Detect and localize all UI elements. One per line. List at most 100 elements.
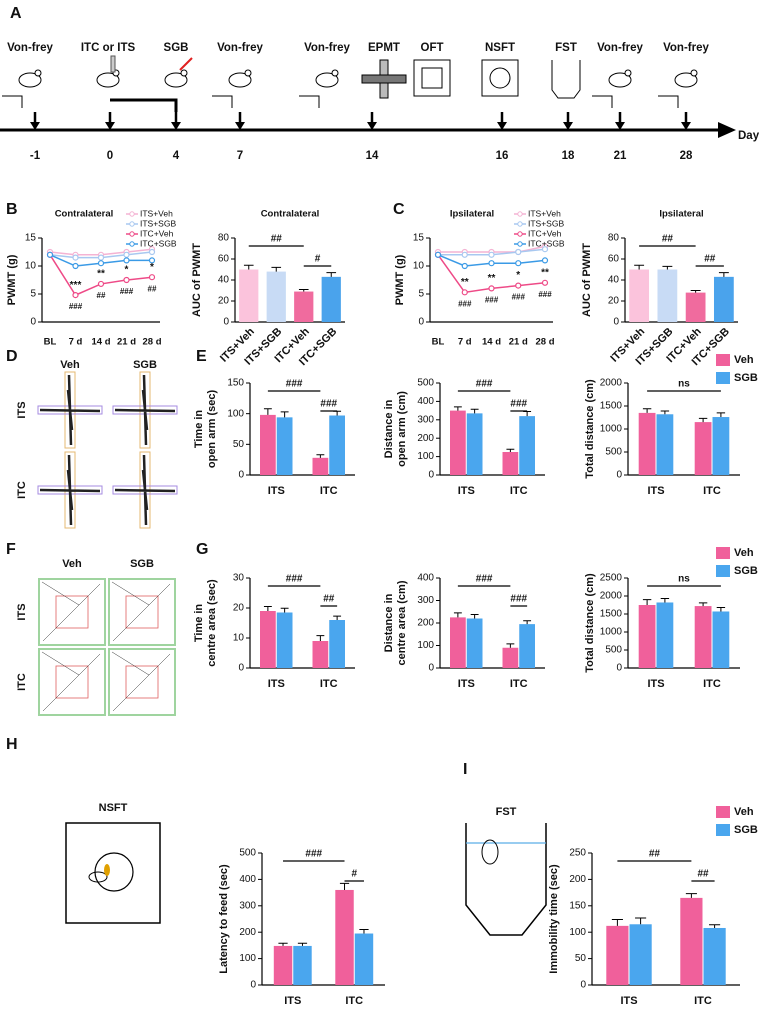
- y-tick-label: 0: [428, 470, 434, 481]
- significance-label: ##: [271, 234, 283, 245]
- x-tick-label: 28 d: [142, 337, 161, 348]
- legend-label: ITS+SGB: [528, 218, 564, 228]
- panel-label: H: [6, 736, 18, 753]
- event-label: Von-frey: [663, 42, 709, 54]
- bar: [694, 422, 712, 475]
- oft-centre: [55, 665, 89, 699]
- point: [434, 251, 442, 258]
- x-tick-label: ITS: [268, 678, 285, 690]
- chart-title: Contralateral: [55, 209, 114, 220]
- needle-icon: [179, 57, 193, 71]
- y-axis-label: Immobility time (sec): [548, 864, 560, 974]
- error-bar: [698, 602, 708, 607]
- point: [541, 279, 549, 286]
- y-tick-label: 400: [239, 874, 256, 885]
- significance-label: ###: [286, 379, 303, 390]
- y-tick-label: 1500: [600, 609, 623, 620]
- mouse-icon: [164, 72, 188, 88]
- x-tick-label: ITC: [510, 485, 528, 497]
- mouse-icon: [96, 72, 120, 88]
- error-bar: [280, 411, 289, 418]
- significance-label: ###: [286, 574, 303, 585]
- error-bar: [634, 264, 645, 270]
- y-tick-label: 60: [608, 254, 620, 265]
- x-tick-label: ITS: [458, 485, 475, 497]
- event-label: NSFT: [485, 42, 515, 54]
- day-arrow: [367, 122, 377, 130]
- error-bar: [359, 929, 369, 934]
- y-axis-label: Distance in: [383, 593, 395, 652]
- point: [488, 251, 495, 258]
- error-bar: [716, 607, 726, 612]
- epm-track: [39, 374, 101, 446]
- mouse-ear: [34, 69, 42, 77]
- y-tick-label: 20: [608, 296, 620, 307]
- significance-label: **: [461, 277, 469, 288]
- y-tick-label: 0: [580, 980, 586, 991]
- legend-marker: [129, 211, 135, 217]
- y-tick-label: 0: [428, 663, 434, 674]
- panel-label: E: [196, 348, 207, 365]
- y-axis-label: AUC of PWMT: [191, 243, 203, 317]
- oft-track: [111, 651, 171, 712]
- chart-title: Ipsilateral: [659, 209, 703, 220]
- day-arrow: [615, 122, 625, 130]
- y-tick-label: 200: [417, 618, 434, 629]
- bar: [294, 291, 314, 322]
- point: [46, 251, 54, 258]
- chart-title: Contralateral: [261, 209, 320, 220]
- error-bar: [660, 410, 670, 415]
- y-axis-label: PWMT (g): [6, 254, 18, 305]
- legend-label: ITC+SGB: [528, 238, 565, 248]
- bar: [466, 413, 483, 475]
- bar: [629, 924, 652, 985]
- bar: [712, 417, 730, 475]
- error-bar: [716, 412, 726, 418]
- syringe-icon: [110, 55, 116, 73]
- day-label: 4: [173, 150, 180, 162]
- day-arrow: [497, 122, 507, 130]
- point: [515, 248, 522, 256]
- y-tick-label: 20: [218, 296, 230, 307]
- bar: [260, 414, 276, 475]
- significance-label: ***: [70, 280, 82, 291]
- row-label: ITC: [16, 673, 28, 691]
- y-tick-label: 400: [417, 573, 434, 584]
- error-bar: [662, 265, 673, 270]
- event-label: Von-frey: [597, 42, 643, 54]
- bar: [657, 269, 678, 322]
- x-tick-label: 14 d: [91, 337, 110, 348]
- y-axis-label: Distance in: [383, 399, 395, 458]
- oft-icon: [413, 59, 451, 97]
- legend-label: Veh: [734, 806, 754, 818]
- bar: [502, 647, 519, 668]
- error-bar: [506, 448, 515, 452]
- y-tick-label: 1000: [600, 627, 623, 638]
- bar: [260, 611, 276, 668]
- error-bar: [506, 643, 515, 648]
- mouse-icon: [228, 72, 252, 88]
- day-label: 18: [562, 150, 575, 162]
- event-label: ITC or ITS: [81, 42, 136, 54]
- bar: [502, 452, 519, 475]
- error-bar: [523, 620, 532, 625]
- point: [97, 280, 105, 288]
- y-tick-label: 80: [218, 233, 230, 244]
- significance-label: #: [315, 254, 321, 265]
- treatment-bracket: [110, 98, 178, 112]
- y-tick-label: 300: [239, 900, 256, 911]
- point: [148, 274, 156, 281]
- day-label: 21: [614, 150, 627, 162]
- day-label: 7: [237, 150, 243, 162]
- y-tick-label: 0: [613, 317, 619, 328]
- point: [123, 276, 130, 284]
- column-label: SGB: [130, 558, 154, 570]
- error-bar: [470, 613, 479, 619]
- x-tick-label: ITC: [345, 995, 363, 1007]
- legend-swatch: [716, 806, 730, 818]
- legend-label: Veh: [734, 354, 754, 366]
- legend-marker: [517, 241, 523, 247]
- y-tick-label: 500: [605, 447, 622, 458]
- y-tick-label: 5: [30, 289, 36, 300]
- x-tick-label: 14 d: [482, 337, 501, 348]
